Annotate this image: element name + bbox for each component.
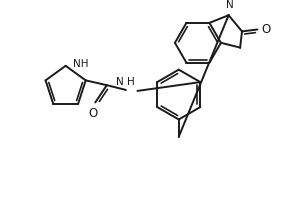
Text: O: O bbox=[261, 23, 270, 36]
Text: N: N bbox=[226, 0, 233, 10]
Text: O: O bbox=[89, 107, 98, 120]
Text: N: N bbox=[116, 77, 124, 87]
Text: NH: NH bbox=[73, 59, 89, 69]
Text: H: H bbox=[127, 77, 135, 87]
